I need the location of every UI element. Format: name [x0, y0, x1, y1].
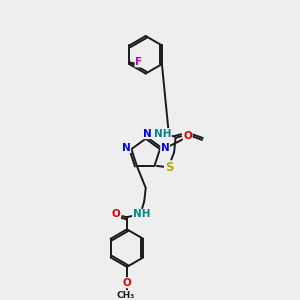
- Text: O: O: [112, 209, 120, 219]
- Text: F: F: [135, 57, 142, 67]
- Text: O: O: [122, 278, 131, 288]
- Text: CH₃: CH₃: [116, 291, 135, 300]
- Text: NH: NH: [133, 209, 150, 219]
- Text: N: N: [161, 143, 170, 153]
- Text: O: O: [183, 130, 192, 141]
- Text: NH: NH: [154, 129, 171, 139]
- Text: S: S: [165, 161, 173, 174]
- Text: N: N: [122, 143, 130, 153]
- Text: N: N: [143, 129, 152, 139]
